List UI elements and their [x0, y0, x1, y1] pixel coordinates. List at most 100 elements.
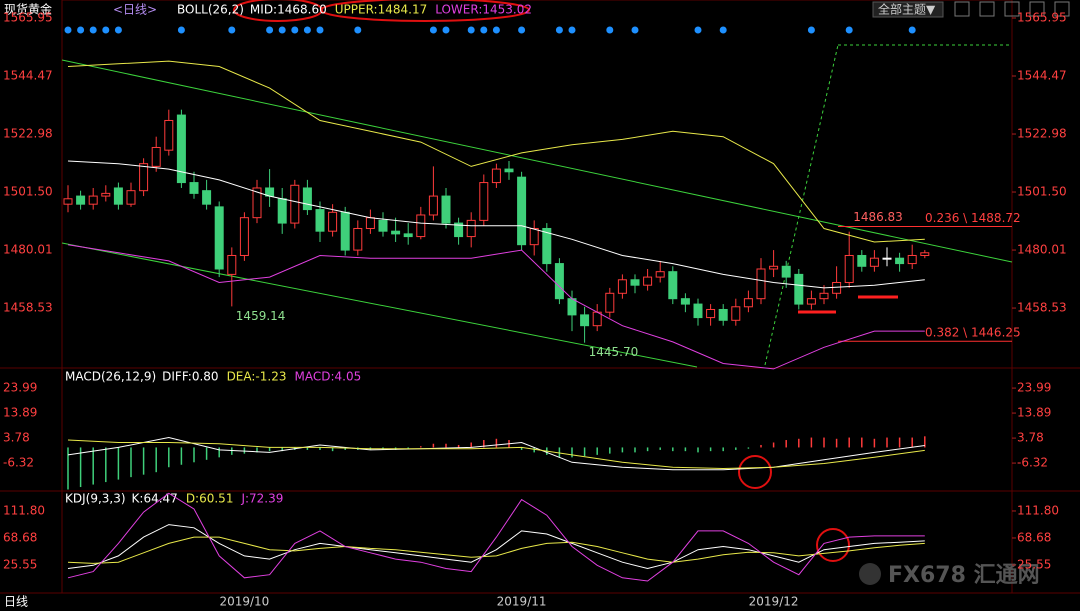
- price-annotation: 1486.83: [853, 210, 903, 224]
- y-tick-label: 111.80: [3, 503, 45, 517]
- candle-body: [529, 227, 539, 246]
- y-tick-label: 1522.98: [1017, 127, 1067, 141]
- indicator-line: [67, 160, 925, 289]
- candle-body: [617, 279, 627, 294]
- y-tick-label: 3.78: [3, 431, 30, 445]
- candle-body: [479, 182, 489, 221]
- y-tick-label: 1458.53: [3, 301, 53, 315]
- y-tick-label: 3.78: [1017, 431, 1044, 445]
- y-tick-label: 1480.01: [3, 243, 53, 257]
- y-tick-label: 13.89: [3, 406, 37, 420]
- candle-body: [693, 303, 703, 319]
- candle-body: [403, 233, 413, 238]
- candle-body: [290, 184, 300, 224]
- highlight-circle: [738, 455, 772, 489]
- signal-dot: [266, 26, 274, 34]
- signal-dot: [114, 26, 122, 34]
- candle-body: [706, 308, 716, 319]
- signal-dot: [694, 26, 702, 34]
- icon-button[interactable]: [979, 1, 995, 17]
- indicator-line: [67, 244, 925, 370]
- candle-body: [857, 254, 867, 267]
- y-tick-label: 13.89: [1017, 406, 1051, 420]
- y-tick-label: 1501.50: [1017, 185, 1067, 199]
- candle-body: [769, 265, 779, 270]
- candle-body: [88, 195, 98, 205]
- y-tick-label: 23.99: [3, 381, 37, 395]
- signal-dot: [354, 26, 362, 34]
- y-tick-label: 1565.95: [1017, 11, 1067, 25]
- candle-body: [202, 190, 212, 205]
- candle-body: [378, 219, 388, 232]
- y-tick-label: 68.68: [1017, 530, 1051, 544]
- signal-dot: [278, 26, 286, 34]
- indicator-readout: D:60.51: [186, 492, 234, 506]
- indicator-line: [67, 524, 925, 570]
- signal-dot: [291, 26, 299, 34]
- candle-body: [844, 254, 854, 283]
- candle-body: [832, 281, 842, 294]
- signal-dot: [442, 26, 450, 34]
- symbol: 现货黄金: [4, 2, 52, 17]
- signal-dot: [568, 26, 576, 34]
- candle-body: [542, 227, 552, 265]
- y-tick-label: -6.32: [1017, 456, 1048, 470]
- theme-button[interactable]: [872, 1, 944, 18]
- candle-body: [491, 168, 501, 184]
- price-annotation: 1445.70: [589, 345, 639, 359]
- candle-body: [466, 219, 476, 238]
- fib-line: [764, 44, 839, 366]
- candle-body: [567, 298, 577, 316]
- candle-body: [554, 263, 564, 300]
- candle-body: [743, 298, 753, 308]
- candle-body: [277, 198, 287, 224]
- candle-body: [214, 206, 224, 270]
- candle-body: [504, 168, 514, 173]
- icon-button[interactable]: [1004, 1, 1020, 17]
- signal-dot: [719, 26, 727, 34]
- candle-body: [428, 195, 438, 216]
- candle-body: [907, 254, 917, 265]
- icon-button[interactable]: [1029, 1, 1045, 17]
- x-tick-label: 2019/12: [749, 595, 799, 609]
- theme-button-label[interactable]: 全部主题▼: [878, 2, 936, 17]
- y-tick-label: 1544.47: [3, 69, 53, 83]
- signal-dot: [845, 26, 853, 34]
- y-tick-label: 1501.50: [3, 185, 53, 199]
- signal-dot: [467, 26, 475, 34]
- candle-body: [76, 195, 86, 205]
- indicator-title: BOLL(26,2): [177, 3, 244, 17]
- signal-dot: [303, 26, 311, 34]
- candle-body: [794, 273, 804, 305]
- period[interactable]: <日线>: [113, 3, 157, 17]
- candle-body: [517, 176, 527, 246]
- signal-dot: [555, 26, 563, 34]
- signal-dot: [492, 26, 500, 34]
- candle-body: [630, 279, 640, 286]
- candle-body: [63, 198, 73, 205]
- price-annotation: 1459.14: [236, 309, 286, 323]
- candle-body: [227, 254, 237, 275]
- indicator-line: [67, 436, 925, 471]
- indicator-readout: DIFF:0.80: [162, 370, 218, 384]
- indicator-line: [67, 439, 925, 470]
- y-tick-label: 1565.95: [3, 11, 53, 25]
- candle-body: [315, 209, 325, 232]
- candle-body: [328, 211, 338, 232]
- candle-body: [113, 187, 123, 205]
- indicator-readout: DEA:-1.23: [227, 370, 287, 384]
- candle-body: [781, 265, 791, 278]
- signal-dot: [77, 26, 85, 34]
- watermark: FX678 汇通网: [888, 563, 1040, 588]
- indicator-title: KDJ(9,3,3): [65, 492, 126, 506]
- y-tick-label: 23.99: [1017, 381, 1051, 395]
- candle-body: [340, 211, 350, 251]
- candle-body: [869, 257, 879, 267]
- icon-button[interactable]: [954, 1, 970, 17]
- y-tick-label: 1458.53: [1017, 301, 1067, 315]
- icon-button[interactable]: [1054, 1, 1070, 17]
- candle-body: [353, 227, 363, 251]
- y-tick-label: 1544.47: [1017, 69, 1067, 83]
- signal-dot: [480, 26, 488, 34]
